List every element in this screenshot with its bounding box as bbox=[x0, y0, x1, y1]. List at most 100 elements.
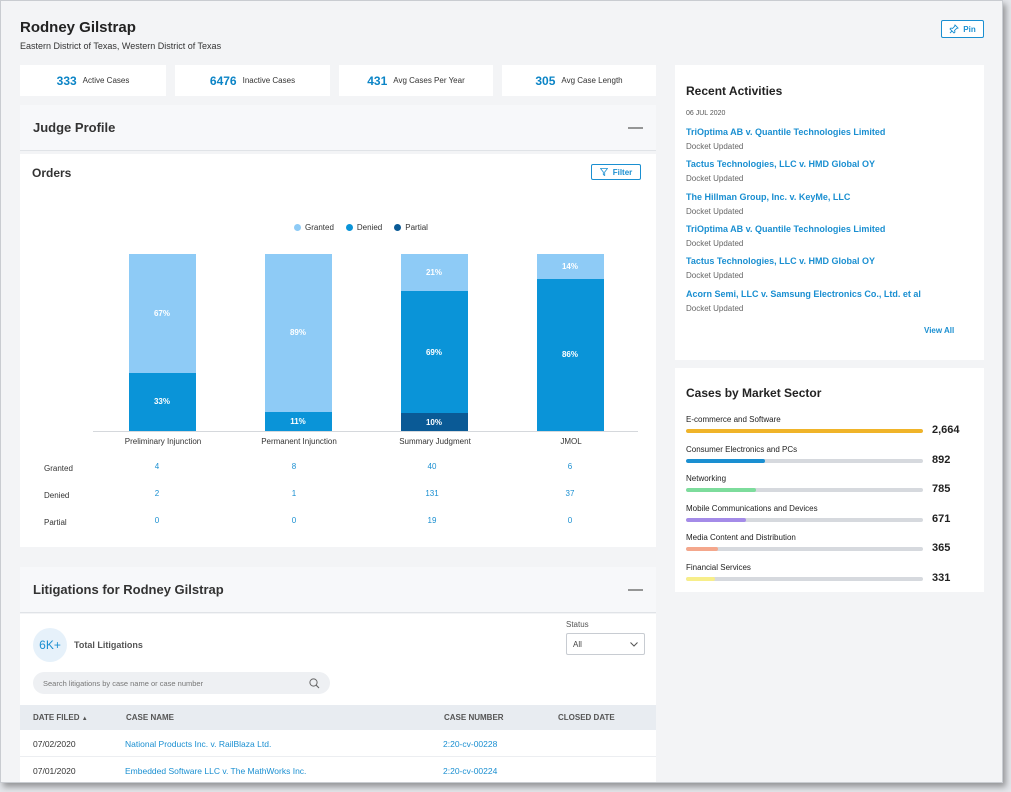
x-tick-label: Permanent Injunction bbox=[231, 437, 367, 446]
bar-segment-denied[interactable]: 33% bbox=[129, 373, 196, 431]
judge-districts: Eastern District of Texas, Western Distr… bbox=[20, 41, 221, 51]
stat-value: 333 bbox=[57, 74, 77, 88]
stat-inactive-cases: 6476 Inactive Cases bbox=[175, 65, 330, 96]
bar-segment-granted[interactable]: 14% bbox=[537, 254, 604, 279]
sector-bar-track bbox=[686, 429, 923, 433]
cell-date-filed: 07/02/2020 bbox=[33, 739, 76, 749]
activity-status: Docket Updated bbox=[686, 304, 743, 313]
col-closed-date[interactable]: CLOSED DATE bbox=[558, 713, 615, 722]
sector-value: 2,664 bbox=[932, 424, 960, 436]
bar-data-label: 67% bbox=[154, 309, 170, 318]
pin-label: Pin bbox=[963, 25, 975, 34]
sector-value: 785 bbox=[932, 483, 950, 495]
stat-value: 431 bbox=[367, 74, 387, 88]
recent-activities-card: Recent Activities 06 JUL 2020 TriOptima … bbox=[675, 65, 984, 360]
pin-icon bbox=[949, 24, 959, 34]
view-all-link[interactable]: View All bbox=[924, 326, 954, 335]
count-cell[interactable]: 0 bbox=[142, 516, 172, 525]
col-date-filed[interactable]: DATE FILED ▲ bbox=[33, 713, 88, 722]
count-cell[interactable]: 1 bbox=[279, 489, 309, 498]
activity-date: 06 JUL 2020 bbox=[686, 110, 725, 117]
sector-bar-track bbox=[686, 547, 923, 551]
stat-label: Inactive Cases bbox=[243, 76, 295, 85]
collapse-icon[interactable]: — bbox=[628, 581, 643, 598]
row-label-denied: Denied bbox=[44, 491, 69, 500]
bar-data-label: 33% bbox=[154, 397, 170, 406]
collapse-icon[interactable]: — bbox=[628, 119, 643, 136]
total-litigations-label: Total Litigations bbox=[74, 640, 143, 650]
activity-case-link[interactable]: TriOptima AB v. Quantile Technologies Li… bbox=[686, 224, 885, 234]
sector-bar-track bbox=[686, 459, 923, 463]
search-input[interactable]: Search litigations by case name or case … bbox=[33, 672, 330, 694]
search-icon bbox=[309, 678, 320, 689]
bar-segment-granted[interactable]: 67% bbox=[129, 254, 196, 373]
sector-bar-fill bbox=[686, 429, 923, 433]
judge-name: Rodney Gilstrap bbox=[20, 19, 136, 36]
sector-name: Consumer Electronics and PCs bbox=[686, 445, 797, 454]
count-cell[interactable]: 2 bbox=[142, 489, 172, 498]
litigations-header: Litigations for Rodney Gilstrap — bbox=[20, 567, 656, 613]
activity-case-link[interactable]: The Hillman Group, Inc. v. KeyMe, LLC bbox=[686, 192, 850, 202]
bar-segment-denied[interactable]: 11% bbox=[265, 412, 332, 431]
count-cell[interactable]: 40 bbox=[417, 462, 447, 471]
bar-segment-denied[interactable]: 69% bbox=[401, 291, 468, 413]
bar-segment-denied[interactable]: 86% bbox=[537, 279, 604, 431]
count-cell[interactable]: 4 bbox=[142, 462, 172, 471]
chevron-down-icon bbox=[630, 642, 638, 647]
total-litigations-badge: 6K+ bbox=[33, 628, 67, 662]
bar-data-label: 21% bbox=[426, 268, 442, 277]
col-case-name[interactable]: CASE NAME bbox=[126, 713, 174, 722]
cell-case-name-link[interactable]: Embedded Software LLC v. The MathWorks I… bbox=[125, 766, 306, 776]
col-date-filed-label: DATE FILED bbox=[33, 713, 80, 722]
activity-case-link[interactable]: Tactus Technologies, LLC v. HMD Global O… bbox=[686, 256, 875, 266]
status-value: All bbox=[573, 640, 582, 649]
activity-status: Docket Updated bbox=[686, 174, 743, 183]
sector-value: 331 bbox=[932, 572, 950, 584]
cell-case-number-link[interactable]: 2:20-cv-00224 bbox=[443, 766, 497, 776]
table-row: 07/02/2020 National Products Inc. v. Rai… bbox=[20, 730, 656, 757]
sector-name: Media Content and Distribution bbox=[686, 533, 796, 542]
bar-segment-granted[interactable]: 21% bbox=[401, 254, 468, 291]
cell-case-name-link[interactable]: National Products Inc. v. RailBlaza Ltd. bbox=[125, 739, 271, 749]
sector-value: 892 bbox=[932, 454, 950, 466]
stat-label: Avg Cases Per Year bbox=[393, 76, 464, 85]
stat-label: Active Cases bbox=[83, 76, 130, 85]
pin-button[interactable]: Pin bbox=[941, 20, 984, 38]
sector-bar-fill bbox=[686, 518, 746, 522]
activity-case-link[interactable]: Tactus Technologies, LLC v. HMD Global O… bbox=[686, 159, 875, 169]
cell-date-filed: 07/01/2020 bbox=[33, 766, 76, 776]
count-cell[interactable]: 37 bbox=[555, 489, 585, 498]
col-case-number[interactable]: CASE NUMBER bbox=[444, 713, 504, 722]
count-cell[interactable]: 19 bbox=[417, 516, 447, 525]
sector-bar-track bbox=[686, 488, 923, 492]
bar-data-label: 86% bbox=[562, 350, 578, 359]
count-cell[interactable]: 8 bbox=[279, 462, 309, 471]
cell-case-number-link[interactable]: 2:20-cv-00228 bbox=[443, 739, 497, 749]
stat-avg-cases-per-year: 431 Avg Cases Per Year bbox=[339, 65, 493, 96]
row-label-partial: Partial bbox=[44, 518, 67, 527]
activity-case-link[interactable]: TriOptima AB v. Quantile Technologies Li… bbox=[686, 127, 885, 137]
count-cell[interactable]: 131 bbox=[417, 489, 447, 498]
bar-data-label: 69% bbox=[426, 348, 442, 357]
sector-name: Financial Services bbox=[686, 563, 751, 572]
count-cell[interactable]: 0 bbox=[279, 516, 309, 525]
recent-activities-title: Recent Activities bbox=[686, 84, 782, 98]
sector-bar-track bbox=[686, 518, 923, 522]
activity-case-link[interactable]: Acorn Semi, LLC v. Samsung Electronics C… bbox=[686, 289, 921, 299]
bar-segment-granted[interactable]: 89% bbox=[265, 254, 332, 412]
bar-segment-partial[interactable]: 10% bbox=[401, 413, 468, 431]
stat-active-cases: 333 Active Cases bbox=[20, 65, 166, 96]
sector-bar-track bbox=[686, 577, 923, 581]
sector-bar-fill bbox=[686, 488, 756, 492]
status-select[interactable]: All bbox=[566, 633, 645, 655]
sector-name: Mobile Communications and Devices bbox=[686, 504, 818, 513]
x-axis-line bbox=[93, 431, 638, 432]
count-cell[interactable]: 0 bbox=[555, 516, 585, 525]
activity-status: Docket Updated bbox=[686, 239, 743, 248]
stat-value: 305 bbox=[535, 74, 555, 88]
table-row: 07/01/2020 Embedded Software LLC v. The … bbox=[20, 757, 656, 783]
activity-status: Docket Updated bbox=[686, 142, 743, 151]
market-sector-list: E-commerce and Software2,664Consumer Ele… bbox=[675, 368, 984, 592]
count-cell[interactable]: 6 bbox=[555, 462, 585, 471]
